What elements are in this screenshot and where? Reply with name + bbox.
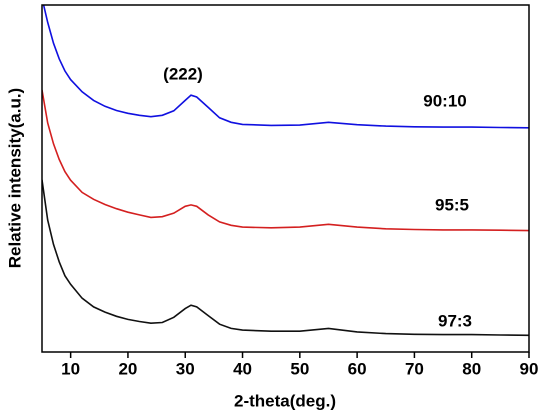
series-line — [42, 179, 529, 337]
x-tick-label: 20 — [118, 359, 137, 378]
annotation: 95:5 — [435, 195, 469, 214]
x-axis-label: 2-theta(deg.) — [234, 391, 336, 410]
x-tick-label: 90 — [520, 359, 539, 378]
annotation: 97:3 — [438, 311, 472, 330]
x-tick-label: 70 — [405, 359, 424, 378]
x-tick-label: 10 — [61, 359, 80, 378]
plot-area — [42, 5, 529, 337]
series-line — [42, 89, 529, 232]
x-tick-label: 80 — [462, 359, 481, 378]
y-axis-label: Relative intensity(a.u.) — [5, 88, 24, 268]
annotation: (222) — [163, 64, 203, 83]
plot-frame — [41, 4, 530, 353]
annotation: 90:10 — [423, 91, 466, 110]
x-tick-label: 30 — [176, 359, 195, 378]
x-tick-label: 40 — [233, 359, 252, 378]
x-tick-label: 60 — [348, 359, 367, 378]
series-line — [42, 5, 529, 129]
x-tick-label: 50 — [290, 359, 309, 378]
